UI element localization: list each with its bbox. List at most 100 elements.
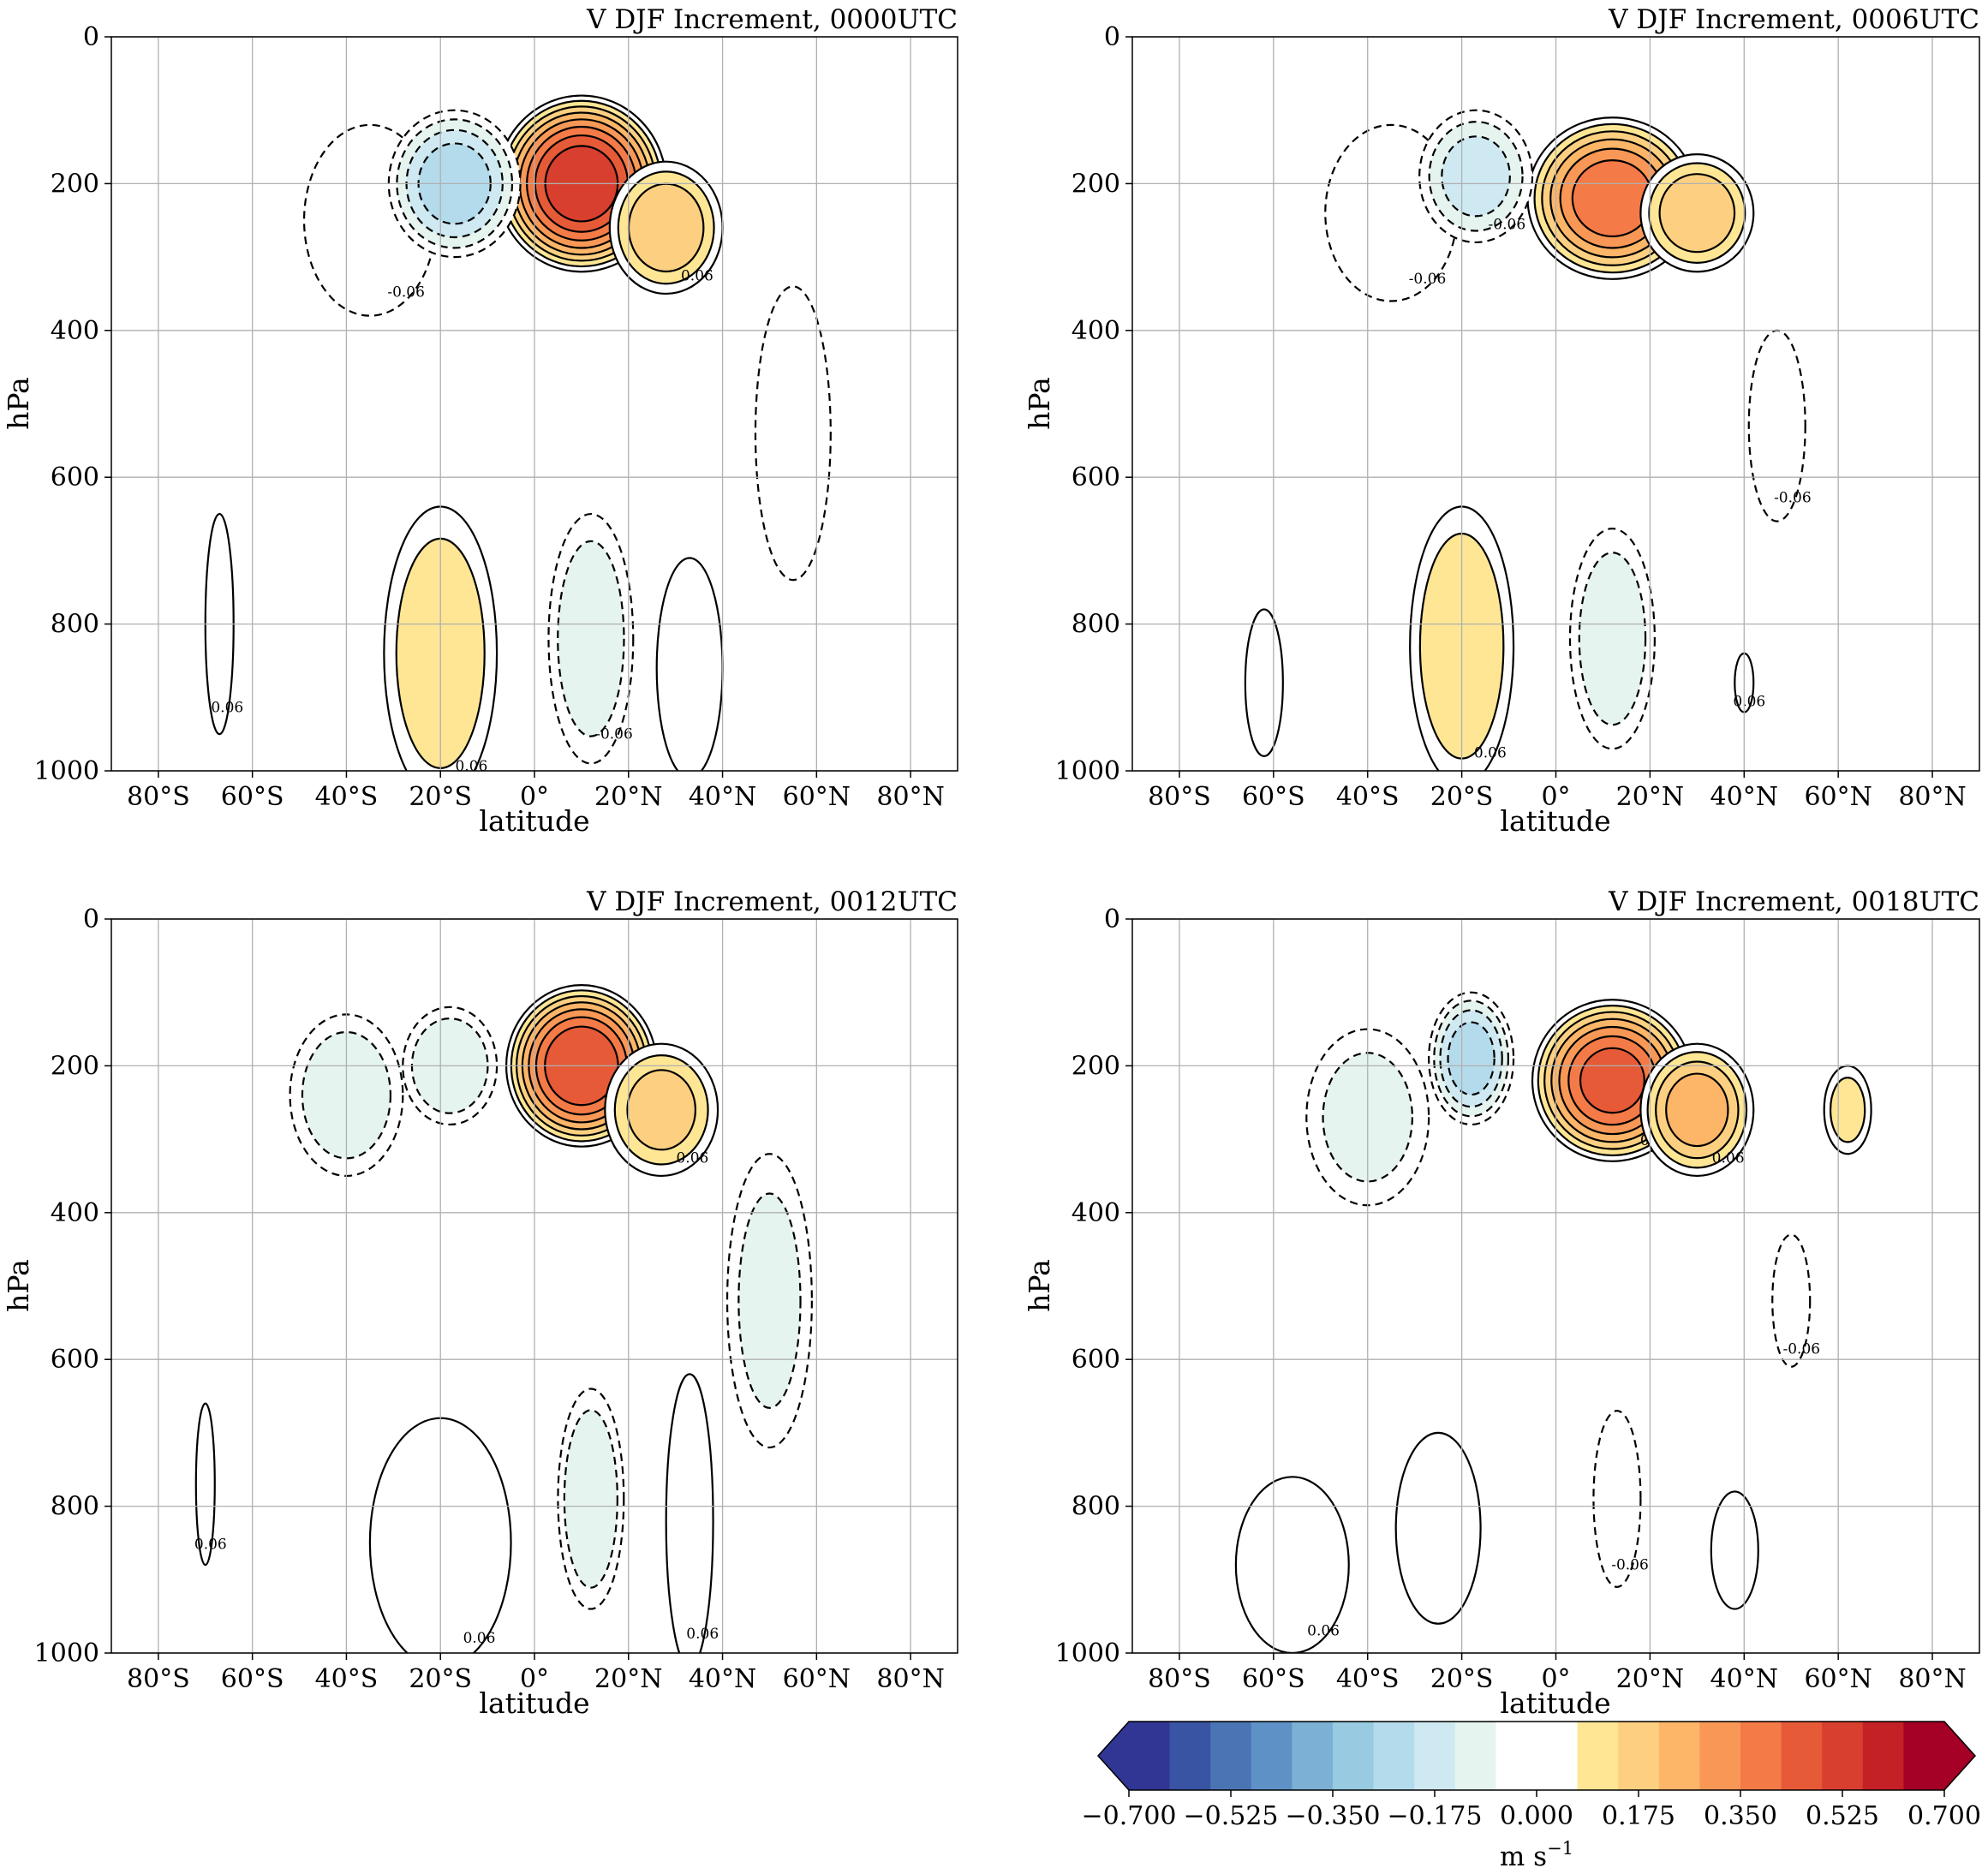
colorbar-swatch xyxy=(1903,1722,1945,1790)
x-tick-label: 20°S xyxy=(409,1664,472,1694)
x-tick-label: 40°S xyxy=(315,782,379,812)
y-tick-label: 200 xyxy=(51,1051,99,1081)
x-tick-label: 60°N xyxy=(1804,782,1872,812)
contour-level xyxy=(1441,135,1511,218)
colorbar-swatch xyxy=(1292,1722,1334,1790)
y-tick-label: 1000 xyxy=(34,1638,99,1668)
y-axis-label: hPa xyxy=(1023,377,1056,430)
y-tick-label: 600 xyxy=(1072,463,1120,492)
x-tick-label: 20°N xyxy=(594,1664,662,1694)
x-tick-label: 80°S xyxy=(1148,1664,1211,1694)
colorbar-unit-label: m s−1 xyxy=(1500,1838,1573,1872)
contour-level xyxy=(1771,1233,1812,1368)
contour-label: -0.06 xyxy=(387,283,425,301)
colorbar-swatch xyxy=(1169,1722,1211,1790)
colorbar-swatch xyxy=(1862,1722,1904,1790)
x-tick-label: 80°S xyxy=(1148,782,1211,812)
colorbar-swatch xyxy=(1333,1722,1375,1790)
x-tick-label: 20°N xyxy=(1616,782,1684,812)
contour-level xyxy=(1244,608,1284,757)
x-tick-label: 40°S xyxy=(315,1664,379,1694)
contour-level xyxy=(194,1402,216,1567)
y-axis-label: hPa xyxy=(2,377,35,430)
x-tick-label: 20°S xyxy=(1430,1664,1494,1694)
colorbar-swatch xyxy=(1373,1722,1415,1790)
contour-field: 0.060.060.06-0.06-0.06 xyxy=(1234,991,1872,1653)
x-tick-label: 40°N xyxy=(1710,1664,1778,1694)
contour-level xyxy=(737,1192,802,1409)
x-tick-label: 60°S xyxy=(221,1664,284,1694)
x-tick-label: 80°N xyxy=(876,1664,944,1694)
contour-level xyxy=(1592,1410,1642,1588)
x-tick-label: 0° xyxy=(1541,782,1570,812)
contour-label: 0.06 xyxy=(1307,1622,1340,1639)
x-tick-label: 20°N xyxy=(1616,1664,1684,1694)
contour-level xyxy=(626,1069,697,1151)
y-tick-label: 200 xyxy=(1072,169,1120,199)
contour-label: -0.06 xyxy=(1489,217,1526,234)
colorbar-over-arrow xyxy=(1944,1722,1975,1790)
x-tick-label: 60°S xyxy=(221,782,284,812)
contour-level xyxy=(1658,173,1736,254)
colorbar-unit-exponent: −1 xyxy=(1547,1838,1573,1859)
y-tick-label: 200 xyxy=(1072,1051,1120,1081)
x-tick-label: 20°N xyxy=(594,782,662,812)
colorbar-swatch xyxy=(1699,1722,1741,1790)
panel-0006utc: 0.06 -0.06 -0.06 -0.06 0.06 V DJF Increment,… xyxy=(1023,4,1980,838)
colorbar-tick-label: 0.350 xyxy=(1704,1801,1777,1831)
y-tick-label: 600 xyxy=(51,463,99,492)
y-tick-label: 1000 xyxy=(1055,756,1120,786)
colorbar-tick-label: 0.000 xyxy=(1500,1801,1573,1831)
colorbar-swatch xyxy=(1740,1722,1782,1790)
panel-0018utc: 0.060.060.06-0.06-0.06 V DJF Increment, … xyxy=(1023,886,1980,1720)
y-tick-label: 800 xyxy=(1072,610,1120,640)
contour-label: 0.06 xyxy=(456,758,488,775)
contour-label: -0.06 xyxy=(1774,489,1812,506)
contour-level xyxy=(1578,552,1647,726)
y-tick-label: 1000 xyxy=(34,756,99,786)
x-tick-label: 40°N xyxy=(689,782,756,812)
colorbar-swatch xyxy=(1414,1722,1456,1790)
x-tick-label: 40°N xyxy=(689,1664,756,1694)
grid xyxy=(1132,918,1979,1654)
x-axis-label: latitude xyxy=(479,1686,589,1720)
panel-title: V DJF Increment, 0018UTC xyxy=(1608,886,1979,917)
contour-label: -0.06 xyxy=(1409,271,1447,288)
y-tick-label: 800 xyxy=(1072,1492,1120,1522)
x-axis-label: latitude xyxy=(1500,804,1610,838)
contour-level xyxy=(1710,1490,1759,1610)
contour-label: 0.06 xyxy=(194,1536,227,1553)
contour-label: 0.06 xyxy=(1733,694,1765,711)
contour-level xyxy=(665,1373,714,1653)
colorbar: −0.700 −0.525 −0.350 −0.175 0.000 0.175 0.350 0… xyxy=(1081,1721,1981,1872)
y-tick-label: 400 xyxy=(1072,316,1120,346)
grid xyxy=(111,918,958,1654)
contour-label: 0.06 xyxy=(1474,745,1507,762)
x-tick-label: 40°N xyxy=(1710,782,1778,812)
colorbar-swatch xyxy=(1251,1722,1292,1790)
colorbar-tick-label: −0.700 xyxy=(1081,1801,1176,1831)
colorbar-tick-label: −0.525 xyxy=(1183,1801,1278,1831)
contour-label: 0.06 xyxy=(463,1630,496,1647)
contour-field: 0.06 -0.06 -0.06 -0.06 0.06 xyxy=(1244,109,1812,771)
x-tick-label: 60°S xyxy=(1242,1664,1305,1694)
y-tick-label: 1000 xyxy=(1055,1638,1120,1668)
colorbar-swatch xyxy=(1495,1722,1537,1790)
y-tick-label: 600 xyxy=(51,1345,99,1375)
colorbar-swatch xyxy=(1454,1722,1496,1790)
y-tick-label: 200 xyxy=(51,169,99,199)
contour-level xyxy=(754,285,832,582)
panel-0000utc: 0.06 -0.06 -0.06 0.06 0.06 V DJF Increment, … xyxy=(2,4,958,838)
contour-level xyxy=(557,540,625,737)
x-tick-label: 80°N xyxy=(876,782,944,812)
y-tick-label: 800 xyxy=(51,1492,99,1522)
colorbar-under-arrow xyxy=(1098,1722,1129,1790)
colorbar-swatch xyxy=(1822,1722,1864,1790)
contour-level xyxy=(627,182,705,273)
contour-label: -0.06 xyxy=(1611,1556,1649,1573)
x-axis-label: latitude xyxy=(1500,1686,1610,1720)
contour-level xyxy=(1665,1072,1729,1148)
contour-level xyxy=(655,557,724,771)
contour-level xyxy=(1829,1077,1866,1143)
x-tick-label: 80°S xyxy=(127,1664,190,1694)
